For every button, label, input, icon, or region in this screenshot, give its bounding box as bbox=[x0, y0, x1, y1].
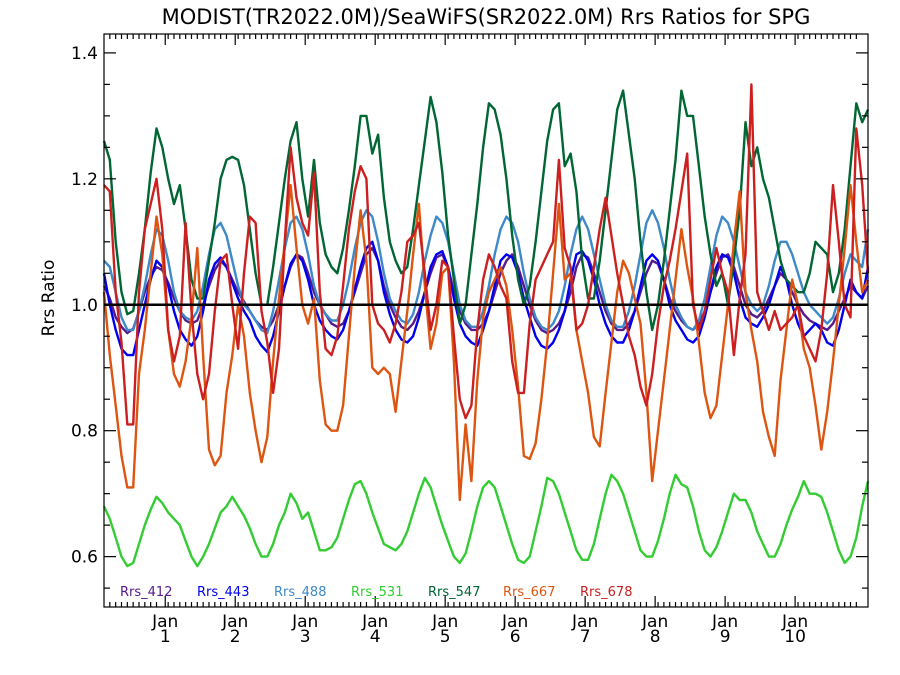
x-tick-label-month: Jan bbox=[641, 612, 668, 632]
plot-frame bbox=[103, 33, 869, 608]
legend-entry-rrs-443: Rrs_443 bbox=[197, 585, 249, 600]
x-tick-label-month: Jan bbox=[151, 612, 178, 632]
x-tick-label-year: 4 bbox=[370, 627, 381, 647]
x-tick-label-month: Jan bbox=[571, 612, 598, 632]
y-tick-label: 1.4 bbox=[71, 44, 98, 64]
x-tick-label-month: Jan bbox=[291, 612, 318, 632]
x-tick-label-month: Jan bbox=[781, 612, 808, 632]
x-tick-label-year: 6 bbox=[510, 627, 521, 647]
legend-entry-rrs-547: Rrs_547 bbox=[428, 585, 480, 600]
series-line-rrs-678 bbox=[103, 83, 870, 426]
series-line-rrs-443 bbox=[102, 240, 870, 357]
legend: Rrs_412 Rrs_443 Rrs_488 Rrs_531 Rrs_547 Rrs_6… bbox=[120, 585, 632, 600]
chart-title: MODIST(TR2022.0M)/SeaWiFS(SR2022.0M) Rrs… bbox=[162, 5, 811, 29]
legend-entry-rrs-412: Rrs_412 bbox=[120, 585, 172, 600]
y-axis: 0.6 0.8 1.0 1.2 1.4 bbox=[71, 44, 868, 589]
x-tick-label-year: 7 bbox=[580, 627, 591, 647]
x-tick-label-year: 2 bbox=[230, 627, 241, 647]
series-line-rrs-488 bbox=[103, 209, 870, 335]
legend-entry-rrs-531: Rrs_531 bbox=[351, 585, 403, 600]
x-axis: Jan1Jan2Jan3Jan4Jan5Jan6Jan7Jan8Jan9Jan1… bbox=[109, 34, 857, 647]
x-tick-label-month: Jan bbox=[221, 612, 248, 632]
series-layer bbox=[102, 83, 870, 568]
x-tick-label-month: Jan bbox=[501, 612, 528, 632]
x-tick-label-year: 9 bbox=[720, 627, 731, 647]
x-tick-label-year: 1 bbox=[160, 627, 171, 647]
legend-entry-rrs-488: Rrs_488 bbox=[274, 585, 326, 600]
legend-entry-rrs-667: Rrs_667 bbox=[503, 585, 555, 600]
y-axis-label: Rrs Ratio bbox=[39, 260, 59, 337]
series-line-rrs-667 bbox=[102, 183, 870, 502]
x-tick-label-month: Jan bbox=[431, 612, 458, 632]
x-tick-label-year: 5 bbox=[440, 627, 451, 647]
legend-entry-rrs-678: Rrs_678 bbox=[580, 585, 632, 600]
series-line-rrs-531 bbox=[102, 473, 870, 568]
x-tick-label-month: Jan bbox=[711, 612, 738, 632]
y-tick-label: 0.8 bbox=[71, 422, 98, 442]
y-tick-label: 1.2 bbox=[71, 170, 98, 190]
y-tick-label: 1.0 bbox=[71, 296, 98, 316]
x-tick-label-month: Jan bbox=[361, 612, 388, 632]
x-tick-label-year: 8 bbox=[650, 627, 661, 647]
y-tick-label: 0.6 bbox=[71, 548, 98, 568]
x-tick-label-year: 3 bbox=[300, 627, 311, 647]
x-tick-label-year: 10 bbox=[784, 627, 806, 647]
